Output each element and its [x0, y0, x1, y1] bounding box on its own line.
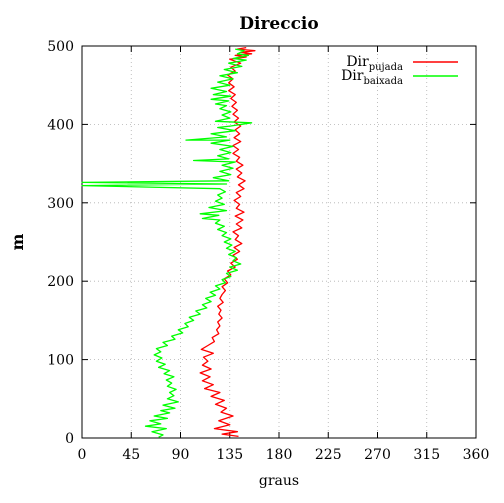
x-tick-label: 45	[122, 447, 140, 463]
legend-sub-baixada: baixada	[363, 76, 403, 87]
series-line-baixada	[81, 48, 253, 438]
y-tick-label: 500	[47, 39, 74, 55]
legend-sub-pujada: pujada	[369, 62, 403, 73]
legend-label-pujada: Dirpujada	[346, 54, 403, 73]
y-axis-label: m	[8, 233, 27, 250]
y-tick-label: 400	[47, 117, 74, 133]
chart-title: Direccio	[239, 14, 318, 34]
x-tick-label: 270	[364, 447, 391, 463]
series-lines	[81, 46, 256, 438]
legend-main-pujada: Dir	[346, 54, 369, 70]
ticks: 0 45 90 135 180 225 270 315 360 0 100 200 300 400 500	[47, 39, 489, 463]
series-line-pujada	[199, 46, 256, 438]
x-tick-label: 90	[172, 447, 190, 463]
y-tick-label: 0	[65, 431, 74, 447]
x-tick-label: 360	[463, 447, 490, 463]
x-tick-label: 315	[413, 447, 440, 463]
legend-entry-baixada: Dirbaixada	[341, 68, 458, 87]
x-axis-label: graus	[259, 473, 299, 489]
grid	[82, 46, 476, 438]
legend-label-baixada: Dirbaixada	[341, 68, 403, 87]
legend-entry-pujada: Dirpujada	[346, 54, 458, 73]
y-tick-label: 200	[47, 274, 74, 290]
x-tick-label: 0	[78, 447, 87, 463]
y-tick-label: 300	[47, 196, 74, 212]
x-tick-label: 180	[266, 447, 293, 463]
y-tick-label: 100	[47, 353, 74, 369]
x-tick-label: 225	[315, 447, 342, 463]
x-tick-label: 135	[216, 447, 243, 463]
legend: Dirpujada Dirbaixada	[341, 54, 458, 87]
legend-main-baixada: Dir	[341, 68, 364, 84]
